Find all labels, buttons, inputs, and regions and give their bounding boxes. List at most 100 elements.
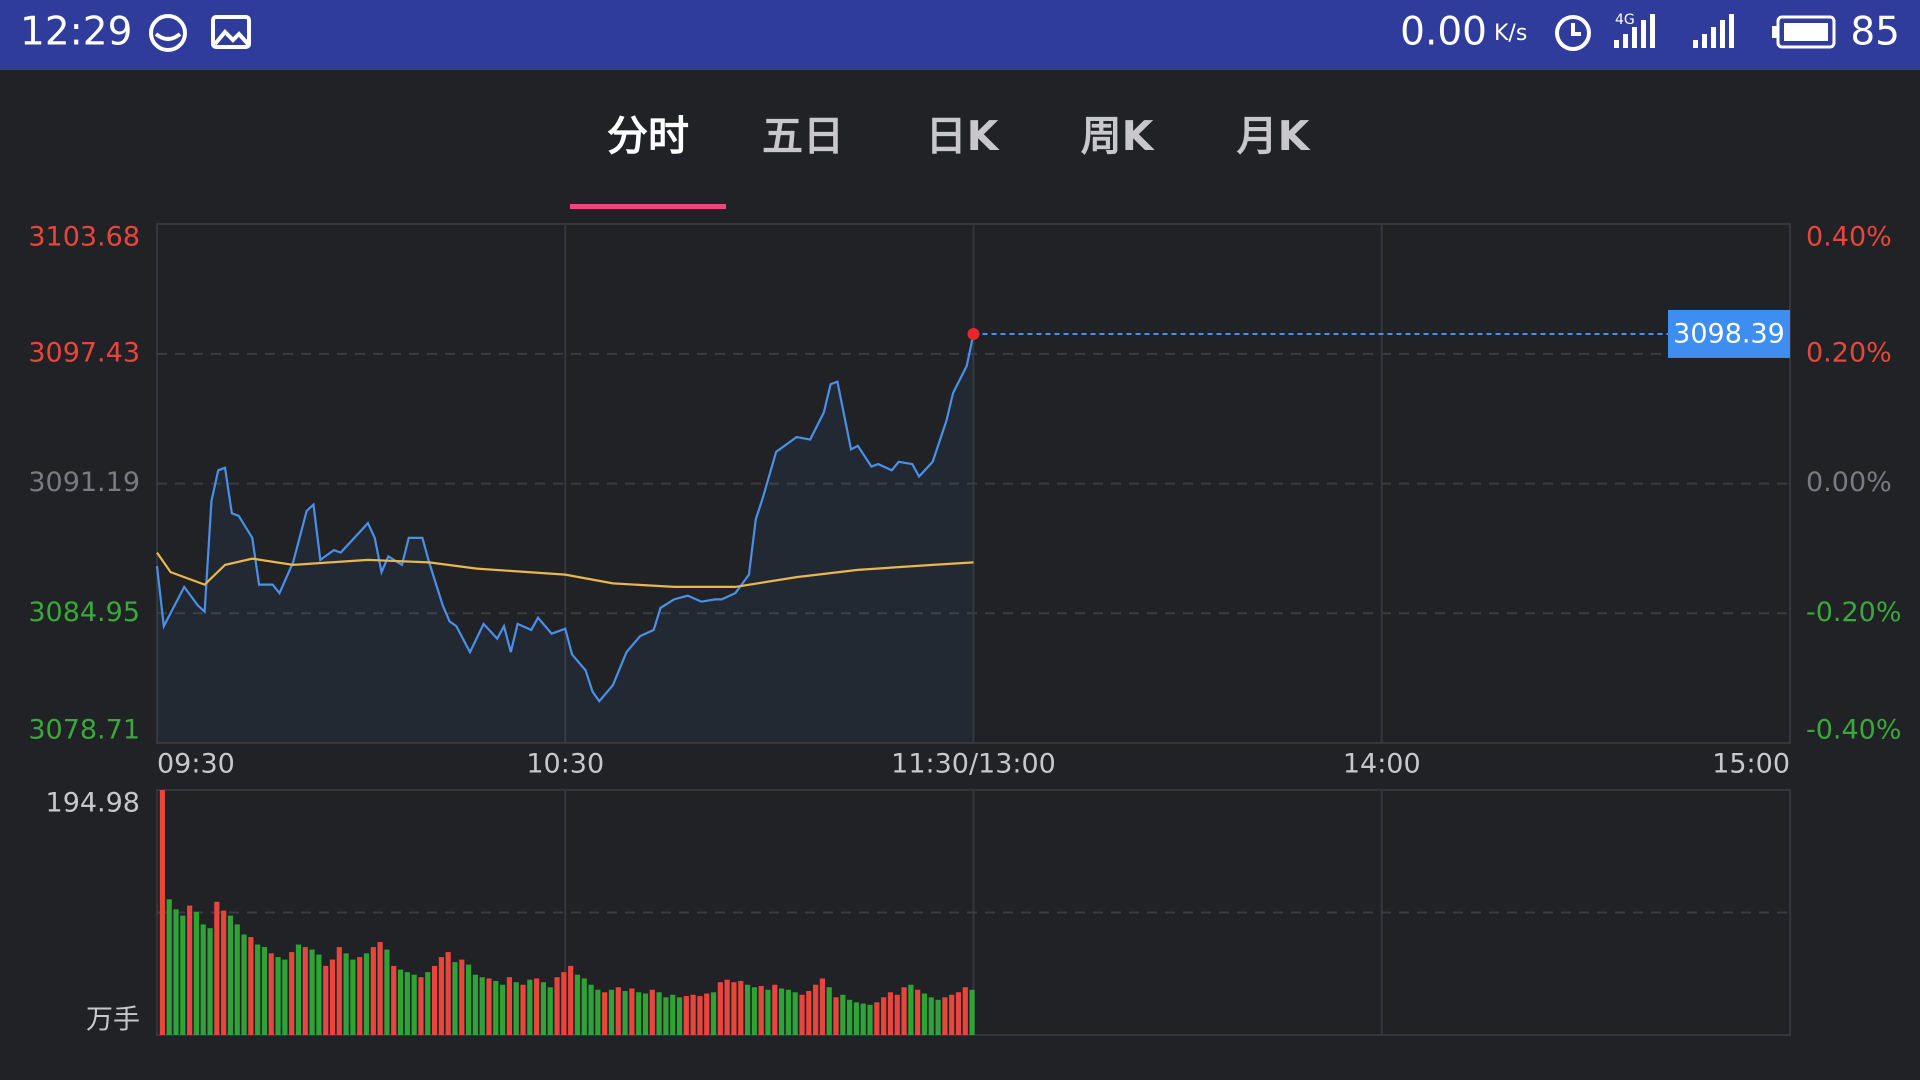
x-tick-label: 11:30/13:00: [891, 749, 1056, 780]
y2-tick-label: 0.40%: [1806, 222, 1892, 253]
volume-bar: [744, 984, 751, 1035]
price-area: [157, 333, 974, 743]
volume-bar: [772, 984, 778, 1035]
volume-bar: [268, 953, 274, 1035]
volume-bar: [642, 993, 649, 1035]
volume-bar: [540, 982, 547, 1035]
y-tick-label: 3097.43: [28, 337, 140, 368]
volume-bar: [486, 978, 492, 1035]
volume-bar: [921, 993, 928, 1035]
volume-bar: [520, 984, 526, 1035]
volume-bar: [309, 949, 315, 1035]
speed-unit: K/s: [1494, 21, 1527, 46]
volume-bar: [881, 997, 887, 1035]
volume-bar: [316, 954, 322, 1035]
volume-bar: [847, 999, 853, 1035]
status-bar: [0, 0, 1920, 70]
volume-bar: [275, 957, 281, 1035]
volume-bar: [411, 974, 417, 1035]
volume-bar: [323, 965, 329, 1035]
intraday-chart: 3103.68 3097.43 3091.19 3084.95 3078.71 0.40%…: [28, 222, 1901, 780]
volume-bar: [819, 978, 825, 1035]
y2-tick-label: 0.20%: [1806, 337, 1892, 368]
volume-bar: [683, 996, 689, 1035]
tab-bar: 分时 五日 日K 周K 月K: [570, 112, 1312, 209]
volume-bar: [384, 949, 390, 1035]
volume-bar: [955, 992, 962, 1035]
volume-bar: [472, 974, 478, 1035]
status-time: 12:29: [20, 10, 132, 55]
volume-bar: [792, 992, 798, 1035]
tab[interactable]: 五日: [762, 112, 844, 160]
volume-bar: [513, 982, 519, 1035]
signal-icon: [1614, 14, 1734, 48]
volume-bar: [452, 962, 458, 1035]
volume-bar: [431, 965, 438, 1035]
status-icon: [149, 14, 1591, 52]
volume-bar: [221, 910, 227, 1035]
volume-bar: [459, 959, 465, 1035]
x-tick-label: 15:00: [1712, 749, 1790, 780]
volume-bar: [404, 972, 410, 1035]
volume-bar: [357, 957, 363, 1035]
volume-bar: [493, 980, 499, 1035]
y-tick-label: 3103.68: [28, 222, 140, 253]
volume-bar: [574, 974, 581, 1035]
volume-bar: [180, 915, 186, 1035]
x-tick-label: 09:30: [157, 749, 235, 780]
volume-bar: [343, 953, 349, 1035]
battery-icon: [1772, 15, 1836, 49]
volume-bar: [840, 994, 846, 1035]
volume-bar: [785, 989, 791, 1035]
volume-bar: [649, 989, 655, 1035]
volume-bar: [676, 997, 683, 1035]
volume-bar: [629, 988, 635, 1035]
tab[interactable]: 日K: [926, 112, 1001, 160]
volume-bar: [547, 987, 553, 1035]
volume-bar: [860, 1003, 866, 1035]
volume-bar: [234, 924, 240, 1035]
volume-bar: [418, 977, 424, 1035]
volume-bar: [466, 964, 472, 1035]
volume-bar: [928, 997, 934, 1035]
volume-bar: [350, 959, 356, 1035]
volume-bar: [554, 977, 560, 1035]
tab[interactable]: 周K: [1081, 112, 1156, 160]
volume-bar: [833, 997, 839, 1035]
tab[interactable]: 月K: [1237, 112, 1312, 160]
y-tick-label: 3078.71: [28, 715, 140, 746]
volume-bar: [568, 965, 574, 1035]
volume-bar: [853, 1002, 860, 1035]
volume-bar: [690, 994, 696, 1035]
volume-bar: [908, 984, 914, 1035]
volume-bar: [370, 947, 376, 1035]
tab[interactable]: 分时: [607, 112, 689, 160]
volume-bar: [704, 993, 710, 1035]
volume-bar: [778, 988, 785, 1035]
x-tick-label: 10:30: [526, 749, 604, 780]
volume-bar: [282, 959, 288, 1035]
average-line: [156, 551, 974, 589]
y-tick-label: 194.98: [46, 788, 140, 819]
volume-bar: [949, 994, 955, 1035]
volume-bar: [670, 994, 676, 1035]
y2-tick-label: -0.40%: [1806, 715, 1902, 746]
y-tick-label: 3084.95: [28, 597, 140, 628]
volume-bar: [710, 992, 717, 1035]
volume-bar: [717, 982, 723, 1035]
volume-bar: [527, 979, 533, 1035]
volume-bar: [697, 996, 703, 1035]
volume-bar: [622, 991, 628, 1035]
y2-tick-label: 0.00%: [1806, 467, 1892, 498]
volume-bar: [615, 987, 621, 1035]
tab-indicator: [570, 204, 726, 209]
volume-bar: [935, 999, 941, 1035]
volume-bar: [438, 957, 444, 1035]
volume-bar: [608, 989, 615, 1035]
volume-bar: [173, 909, 179, 1035]
volume-bar: [799, 994, 805, 1035]
volume-bar: [200, 924, 206, 1035]
volume-bar: [445, 952, 451, 1035]
volume-bar: [241, 934, 247, 1035]
